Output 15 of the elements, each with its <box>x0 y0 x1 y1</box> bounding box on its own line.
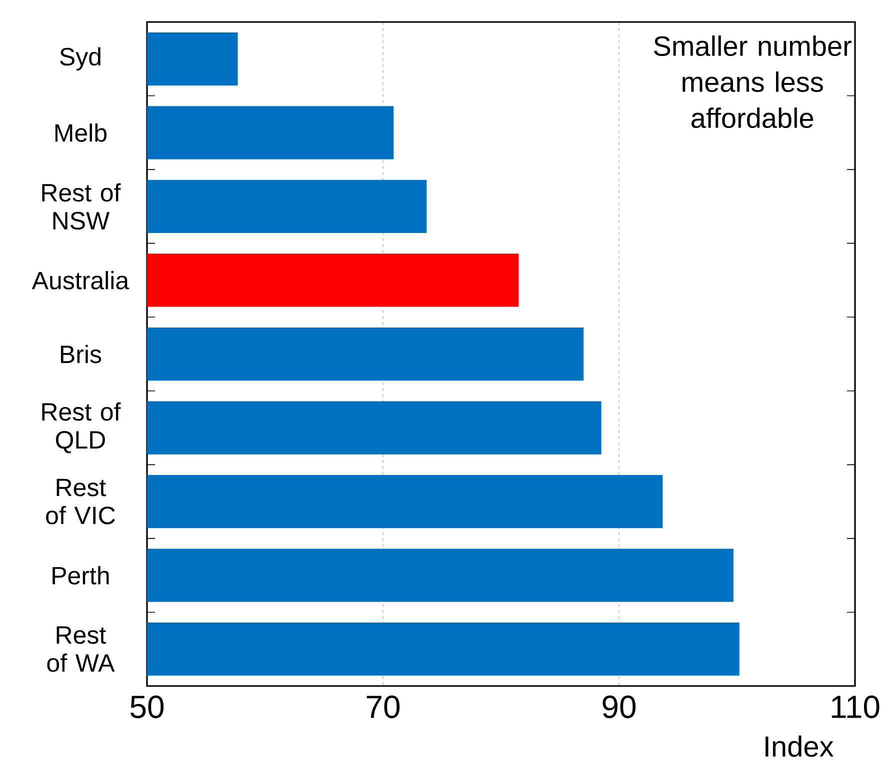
x-tick-label: 50 <box>130 696 164 718</box>
y-tick-label: Perth <box>52 566 109 585</box>
y-tick-label: Melb <box>55 123 107 142</box>
x-tick-label: 110 <box>832 696 880 718</box>
annotation: Smaller number means less affordable <box>654 36 852 128</box>
y-tick-label: Bris <box>60 344 102 364</box>
y-tick-label: Rest of QLD <box>42 402 121 454</box>
y-tick-label: Australia <box>32 271 130 290</box>
x-tick-label: 90 <box>602 696 636 718</box>
x-axis-title: Index <box>766 736 834 757</box>
y-tick-label: Rest of VIC <box>46 478 115 524</box>
y-tick-label: Rest of WA <box>47 626 115 672</box>
x-tick-label: 70 <box>366 696 400 718</box>
y-tick-label: Syd <box>60 47 100 71</box>
y-tick-label: Rest of NSW <box>42 183 121 230</box>
